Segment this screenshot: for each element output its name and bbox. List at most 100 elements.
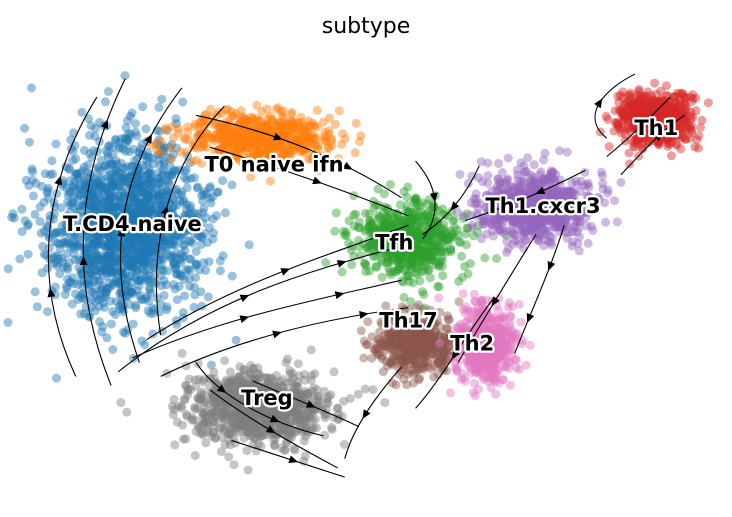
data-point [143,218,152,228]
data-point [181,210,190,220]
data-point [246,128,256,138]
data-point [153,239,163,249]
data-point [114,253,124,263]
data-point [221,131,231,141]
data-point [124,238,134,248]
data-point [131,245,140,255]
data-point [138,196,148,206]
data-point [30,287,40,297]
data-point [103,181,113,191]
data-point [87,191,97,201]
data-point [169,260,179,270]
data-point [75,168,85,178]
data-point [98,250,108,260]
data-point [42,188,52,198]
data-point [492,369,502,379]
data-point [45,215,55,224]
data-point [131,227,141,236]
data-point [121,267,131,277]
data-point [137,240,147,250]
data-point [105,195,115,205]
data-point [272,121,282,131]
data-point [85,130,94,140]
data-point [330,119,340,129]
data-point [108,306,118,316]
data-point [138,102,148,112]
data-point [158,188,168,198]
data-point [108,268,118,278]
data-point [99,206,109,216]
data-point [147,232,157,242]
data-point [118,163,128,173]
data-point [90,174,100,184]
data-point [262,121,272,131]
data-point [165,187,174,197]
data-point [218,146,228,156]
data-point [105,238,115,248]
data-point [122,162,132,171]
data-point [261,120,270,130]
data-point [101,212,111,222]
data-point [98,282,108,291]
data-point [146,176,156,186]
data-point [107,267,117,277]
data-point [158,266,168,276]
data-point [242,131,252,141]
data-point [128,230,138,240]
data-point [419,257,429,267]
data-point [136,169,146,179]
data-point [130,206,140,216]
data-point [103,233,113,243]
data-point [68,241,78,251]
data-point [39,249,49,259]
data-point [304,154,313,164]
data-point [414,364,424,373]
data-point [141,210,151,220]
data-point [43,193,53,203]
data-point [64,258,74,268]
data-point [187,222,197,231]
data-point [546,166,556,176]
data-point [62,249,72,259]
data-point [96,226,106,236]
data-point [86,287,96,297]
data-point [94,221,104,231]
data-point [100,161,110,171]
data-point [95,117,104,127]
data-point [293,135,303,145]
data-point [410,211,420,221]
data-point [144,191,154,201]
data-point [225,149,235,159]
data-point [285,143,295,153]
data-point [133,259,143,268]
data-point [132,180,142,190]
data-point [286,109,296,119]
data-point [102,254,112,264]
data-point [134,222,144,232]
data-point [217,135,227,144]
data-point [145,181,155,190]
data-point [134,147,144,157]
data-point [70,181,80,191]
data-point [508,240,518,249]
data-point [230,137,240,147]
data-point [124,207,134,217]
data-point [101,227,111,237]
data-point [284,145,294,155]
data-point [53,238,62,248]
data-point [255,128,265,138]
data-point [145,308,155,318]
data-point [264,136,274,146]
data-point [285,131,294,141]
data-point [115,218,124,228]
data-point [138,160,148,170]
data-point [148,178,158,188]
data-point [114,256,124,265]
data-point [90,250,100,259]
data-point [140,189,150,199]
data-point [24,181,34,191]
data-point [203,238,213,247]
data-point [141,124,151,134]
data-point [133,213,143,223]
data-point [205,182,215,192]
